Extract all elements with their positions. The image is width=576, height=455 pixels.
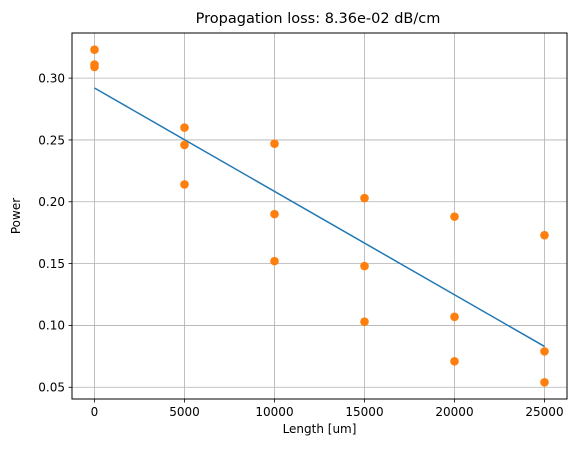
data-point — [450, 312, 459, 322]
x-tick-label: 10000 — [255, 405, 293, 419]
y-tick-label: 0.15 — [38, 257, 65, 271]
data-point — [360, 193, 369, 203]
x-tick-label: 20000 — [435, 405, 473, 419]
fit-line-layer — [94, 87, 545, 348]
x-tick-label: 5000 — [169, 405, 200, 419]
x-tick-label: 15000 — [345, 405, 383, 419]
y-tick-label: 0.10 — [38, 319, 65, 333]
data-point — [180, 140, 189, 150]
chart-title: Propagation loss: 8.36e-02 dB/cm — [196, 11, 441, 27]
data-point — [540, 347, 549, 356]
data-point — [270, 256, 279, 266]
data-point — [540, 378, 549, 387]
fit-line — [94, 87, 545, 348]
data-point — [360, 261, 369, 271]
x-axis-label: Length [um] — [283, 422, 357, 436]
data-point — [90, 45, 99, 54]
data-point — [270, 139, 279, 148]
y-tick-label: 0.20 — [38, 195, 65, 209]
grid-lines — [72, 33, 567, 399]
y-tick-label: 0.30 — [38, 71, 65, 85]
data-point — [90, 62, 99, 72]
data-point — [180, 123, 189, 132]
data-point — [180, 180, 189, 189]
axis-ticks: 0 5000 10000 15000 20000 25000 0.05 0.10 0.15 0.2… — [38, 71, 563, 419]
y-tick-label: 0.05 — [38, 381, 65, 395]
x-tick-label: 25000 — [525, 405, 563, 419]
data-point — [540, 230, 549, 240]
data-points — [90, 45, 549, 387]
x-tick-label: 0 — [91, 405, 99, 419]
data-point — [450, 356, 459, 366]
y-tick-label: 0.25 — [38, 133, 65, 147]
data-point — [270, 209, 279, 219]
data-point — [360, 317, 369, 327]
plot-frame — [71, 32, 568, 400]
y-axis-label: Power — [9, 198, 23, 234]
data-point — [450, 212, 459, 221]
